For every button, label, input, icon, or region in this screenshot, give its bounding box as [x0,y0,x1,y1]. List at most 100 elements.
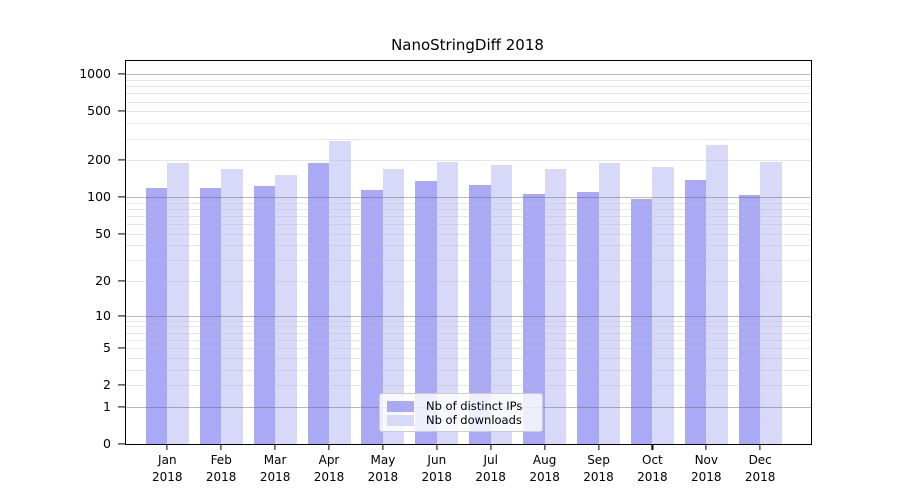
x-tick-mark-aug [544,444,546,450]
gridline-y-200 [126,160,811,162]
x-tick-label-feb: Feb 2018 [205,453,237,484]
bars-layer [126,61,811,444]
bar-downloads-jan [167,162,189,444]
bar-downloads-sep [598,163,620,444]
legend-item-distinct-ips: Nb of distinct IPs [387,399,534,413]
gridline-y-30 [126,260,811,262]
x-tick-label-mar: Mar 2018 [259,453,291,484]
y-tick-mark-5 [118,347,125,349]
y-tick-mark-2 [118,384,125,386]
y-tick-label-5: 5 [103,339,111,355]
gridline-y-10 [126,315,811,317]
y-tick-label-1: 1 [103,398,111,414]
bar-downloads-dec [760,161,782,444]
gridlines-layer [126,61,811,444]
gridline-y-800 [126,86,811,88]
y-tick-label-200: 200 [87,151,111,167]
gridline-y-60 [126,224,811,225]
x-tick-label-nov: Nov 2018 [691,453,722,484]
x-tick-label-oct: Oct 2018 [637,453,668,484]
gridline-y-7 [126,332,811,334]
bar-downloads-jul [490,164,513,444]
bar-distinct-ips-nov [684,179,707,444]
bar-downloads-may [382,169,405,444]
y-tick-label-1000: 1000 [79,65,111,81]
bar-distinct-ips-aug [523,194,545,444]
y-tick-label-500: 500 [87,102,111,118]
gridline-y-1000 [126,74,811,76]
legend: Nb of distinct IPs Nb of downloads [379,393,543,432]
bar-distinct-ips-may [361,190,383,444]
bar-distinct-ips-dec [738,195,761,444]
bar-downloads-apr [329,140,351,444]
x-tick-mark-oct [651,444,653,450]
bar-downloads-nov [706,145,728,444]
x-tick-mark-dec [759,444,761,450]
bar-distinct-ips-jun [415,180,437,444]
y-tick-mark-100 [118,196,125,198]
y-tick-label-20: 20 [95,272,111,288]
gridline-y-100 [126,197,811,198]
gridline-y-40 [126,245,811,247]
y-tick-mark-1 [118,406,125,408]
x-tick-mark-apr [328,444,330,450]
y-tick-label-10: 10 [95,307,111,323]
y-tick-label-0: 0 [103,435,111,451]
y-tick-label-2: 2 [103,376,111,392]
y-tick-mark-1000 [118,73,125,75]
legend-swatch-downloads [387,414,414,426]
x-tick-label-may: May 2018 [367,453,399,484]
x-tick-mark-jul [490,444,492,450]
bar-distinct-ips-oct [630,198,653,444]
gridline-y-300 [126,138,811,140]
bar-distinct-ips-jul [469,184,491,444]
x-tick-label-jun: Jun 2018 [421,453,453,484]
gridline-y-9 [126,320,811,322]
y-tick-mark-50 [118,232,125,235]
x-tick-label-jul: Jul 2018 [475,453,506,484]
gridline-y-600 [126,101,811,103]
gridline-y-70 [126,215,811,217]
gridline-y-900 [126,79,811,81]
gridline-y-5 [126,348,811,350]
bar-downloads-mar [275,174,297,444]
y-tick-mark-20 [118,280,125,282]
legend-swatch-distinct-ips [387,400,414,412]
x-tick-mark-feb [220,444,222,450]
gridline-y-20 [126,281,811,282]
x-tick-mark-jan [166,444,168,450]
gridline-y-400 [126,123,811,125]
bar-downloads-feb [221,168,243,444]
gridline-y-90 [126,202,811,204]
x-tick-label-apr: Apr 2018 [313,453,345,484]
x-tick-mark-mar [274,444,276,450]
bar-distinct-ips-jan [145,188,168,444]
bar-distinct-ips-apr [307,162,329,444]
x-tick-mark-jun [436,444,438,450]
y-tick-label-100: 100 [87,188,111,204]
y-tick-label-50: 50 [95,225,111,241]
plot-area: 1000 500 200 100 50 20 10 5 2 1 0 Jan 2018 Feb 2018 Mar… [79,60,812,484]
bar-downloads-jun [436,161,459,444]
gridline-y-4 [126,357,811,359]
gridline-y-500 [126,111,811,113]
gridline-y-80 [126,208,811,210]
gridline-y-8 [126,326,811,328]
bar-distinct-ips-feb [199,188,222,444]
gridline-y-700 [126,93,811,95]
bar-downloads-oct [652,167,674,444]
legend-item-downloads: Nb of downloads [387,413,534,427]
y-tick-mark-0 [118,443,125,445]
x-tick-label-dec: Dec 2018 [744,453,776,484]
bar-distinct-ips-mar [253,185,276,444]
x-tick-mark-sep [597,444,600,450]
bar-downloads-aug [544,168,567,444]
gridline-y-2 [126,385,811,387]
x-tick-label-aug: Aug 2018 [529,453,560,484]
x-tick-label-sep: Sep 2018 [583,453,614,484]
chart-title: NanoStringDiff 2018 [391,36,544,54]
gridline-y-50 [126,233,811,235]
x-tick-label-jan: Jan 2018 [152,453,183,484]
y-tick-mark-10 [118,315,125,317]
